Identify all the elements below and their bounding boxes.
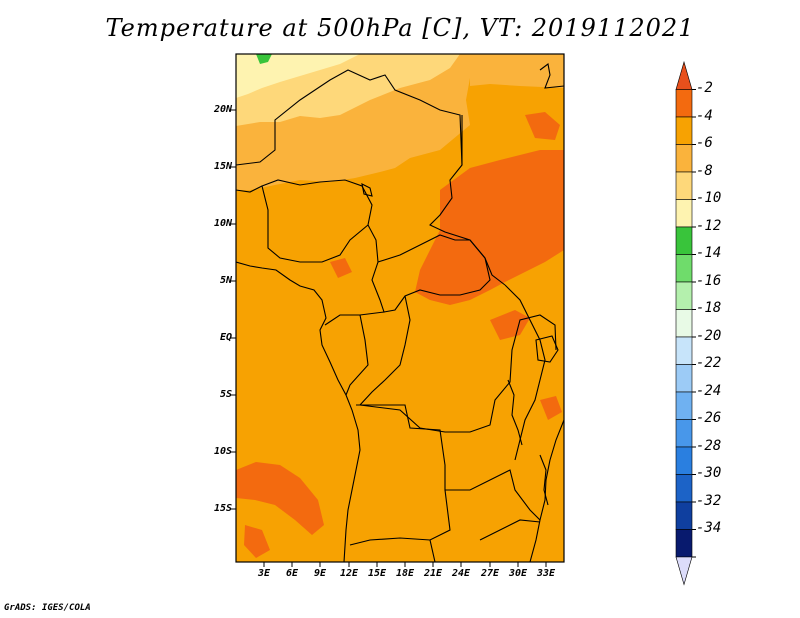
colorbar-swatch <box>675 556 693 586</box>
border-angola <box>356 404 541 521</box>
lake-malawi <box>539 454 549 506</box>
coastline-west-africa <box>236 261 361 562</box>
colorbar-label-m12: -12 <box>696 218 722 234</box>
lon-label-24e: 24E <box>451 568 471 579</box>
border-southern <box>429 519 541 562</box>
colorbar-label-m32: -32 <box>696 493 722 509</box>
boundaries <box>236 63 564 562</box>
lat-label-10n: 10N <box>213 218 232 229</box>
colorbar-swatch <box>675 144 693 173</box>
axis-ticks <box>231 109 547 567</box>
colorbar-swatch <box>675 199 693 228</box>
colorbar-label-m16: -16 <box>696 273 722 289</box>
colorbar-label-m26: -26 <box>696 410 722 426</box>
temperature-field <box>236 54 564 562</box>
colorbar-swatch <box>675 391 693 420</box>
lon-label-18e: 18E <box>395 568 415 579</box>
colorbar-swatch <box>675 336 693 365</box>
coastline-east <box>529 419 564 562</box>
credit-text: GrADS: IGES/COLA <box>4 603 91 613</box>
border-congo <box>345 314 369 396</box>
border-sahara <box>236 69 463 166</box>
field-region-4-west <box>330 258 352 278</box>
colorbar-swatch <box>675 281 693 310</box>
field-region-8b <box>470 54 564 88</box>
field-region-4-east <box>525 112 560 140</box>
border-mali-niger <box>236 185 263 193</box>
border-east <box>504 284 546 461</box>
lat-label-10s: 10S <box>213 446 232 457</box>
lon-label-12e: 12E <box>339 568 359 579</box>
colorbar-label-m14: -14 <box>696 245 722 261</box>
field-region-4-central <box>415 150 564 305</box>
colorbar-swatch <box>675 474 693 503</box>
colorbar <box>675 60 696 586</box>
border-nigeria <box>261 179 373 263</box>
field-region-4-se <box>540 396 562 420</box>
lat-label-15n: 15N <box>213 161 232 172</box>
lon-label-6e: 6E <box>285 568 299 579</box>
colorbar-swatch <box>675 226 693 255</box>
lat-label-15s: 15S <box>213 503 232 514</box>
border-zambia <box>349 489 451 546</box>
field-region-4-south <box>236 462 324 535</box>
lake-victoria <box>535 335 559 363</box>
colorbar-label-m2: -2 <box>696 80 713 96</box>
colorbar-swatch <box>675 446 693 475</box>
colorbar-label-m30: -30 <box>696 465 722 481</box>
field-region-4-lake <box>490 310 530 340</box>
colorbar-swatch <box>675 529 693 558</box>
colorbar-label-m28: -28 <box>696 438 722 454</box>
colorbar-label-m18: -18 <box>696 300 722 316</box>
colorbar-swatch <box>675 171 693 200</box>
map-frame <box>235 53 565 563</box>
field-region-14 <box>256 54 272 64</box>
border-car <box>377 234 491 313</box>
colorbar-swatch <box>675 89 693 118</box>
border-cameroon <box>324 224 385 326</box>
field-region-12 <box>236 54 360 98</box>
colorbar-label-m24: -24 <box>696 383 722 399</box>
lake-chad <box>361 183 373 197</box>
colorbar-label-m22: -22 <box>696 355 722 371</box>
colorbar-label-m6: -6 <box>696 135 713 151</box>
colorbar-swatch <box>675 60 693 90</box>
chart-title: Temperature at 500hPa [C], VT: 201911202… <box>105 14 695 42</box>
colorbar-label-m34: -34 <box>696 520 722 536</box>
lon-label-15e: 15E <box>367 568 387 579</box>
red-sea-coast <box>539 63 564 89</box>
colorbar-swatch <box>675 364 693 393</box>
lon-label-9e: 9E <box>313 568 327 579</box>
border-drc <box>358 295 557 433</box>
colorbar-swatch <box>675 309 693 338</box>
lon-label-33e: 33E <box>536 568 556 579</box>
lon-label-27e: 27E <box>480 568 500 579</box>
colorbar-swatch <box>675 116 693 145</box>
lat-label-5n: 5N <box>219 275 232 286</box>
lat-label-5s: 5S <box>219 389 232 400</box>
lon-label-3e: 3E <box>257 568 271 579</box>
colorbar-label-m8: -8 <box>696 163 713 179</box>
colorbar-label-m10: -10 <box>696 190 722 206</box>
lon-label-30e: 30E <box>508 568 528 579</box>
lat-label-20n: 20N <box>213 104 232 115</box>
border-chad-sudan <box>429 115 506 286</box>
colorbar-label-m20: -20 <box>696 328 722 344</box>
colorbar-swatch <box>675 501 693 530</box>
colorbar-swatch <box>675 254 693 283</box>
lon-label-21e: 21E <box>423 568 443 579</box>
colorbar-swatch <box>675 419 693 448</box>
lat-label-eq: EQ <box>219 332 232 343</box>
field-region-4-sw <box>244 525 270 558</box>
lake-tanganyika <box>507 379 523 446</box>
colorbar-label-m4: -4 <box>696 108 713 124</box>
